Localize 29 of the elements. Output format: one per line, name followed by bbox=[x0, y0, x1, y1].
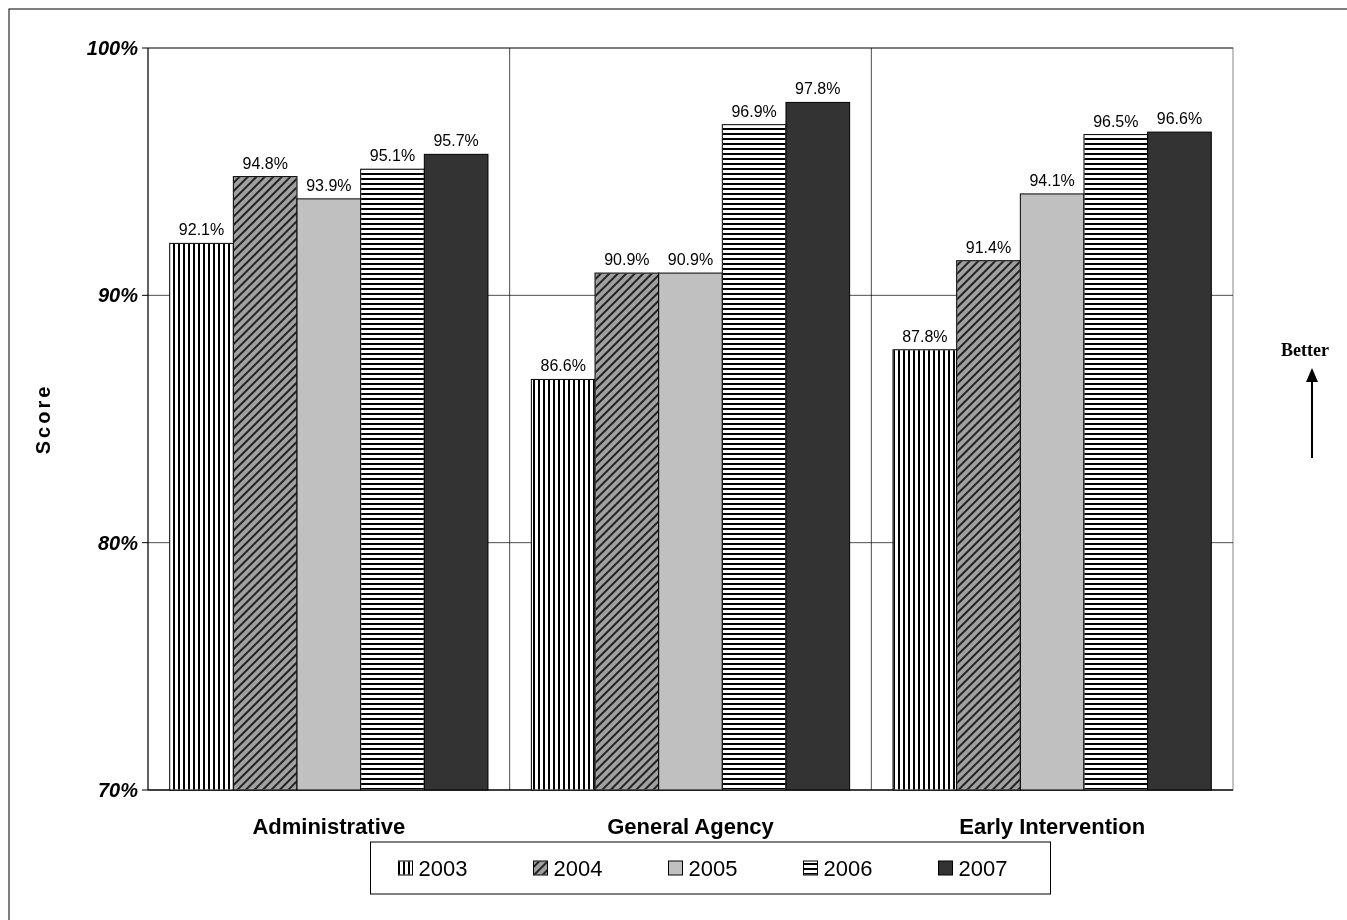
legend-label: 2005 bbox=[688, 855, 738, 881]
y-tick-label: 70% bbox=[97, 779, 139, 801]
text: 96.5% bbox=[1093, 112, 1139, 130]
text: 87.8% bbox=[902, 327, 948, 345]
legend-label: 2007 bbox=[958, 855, 1008, 881]
y-axis-title: Score bbox=[32, 383, 54, 455]
text: Better bbox=[1281, 340, 1329, 360]
text: 96.6% bbox=[1156, 110, 1203, 128]
text: 93.9% bbox=[306, 176, 352, 194]
x-tick-label: General Agency bbox=[607, 814, 775, 839]
text: 94.1% bbox=[1029, 171, 1075, 189]
text: 92.1% bbox=[178, 221, 225, 239]
text: 91.4% bbox=[965, 238, 1012, 256]
text: 90.9% bbox=[604, 251, 650, 269]
text: 97.8% bbox=[795, 80, 841, 98]
text: 86.6% bbox=[540, 357, 586, 375]
text: 95.1% bbox=[369, 147, 416, 165]
text: 90.9% bbox=[667, 251, 714, 269]
x-tick-label: Early Intervention bbox=[959, 814, 1146, 839]
text: 96.9% bbox=[731, 102, 777, 120]
legend-label: 2003 bbox=[418, 855, 468, 881]
y-tick-label: 90% bbox=[97, 284, 139, 307]
text: 95.7% bbox=[433, 132, 479, 150]
y-tick-label: 100% bbox=[86, 37, 139, 59]
legend-label: 2006 bbox=[823, 855, 873, 881]
x-tick-label: Administrative bbox=[252, 814, 406, 839]
y-tick-label: 80% bbox=[97, 531, 139, 554]
text: 94.8% bbox=[242, 154, 288, 172]
legend-label: 2004 bbox=[553, 855, 603, 881]
